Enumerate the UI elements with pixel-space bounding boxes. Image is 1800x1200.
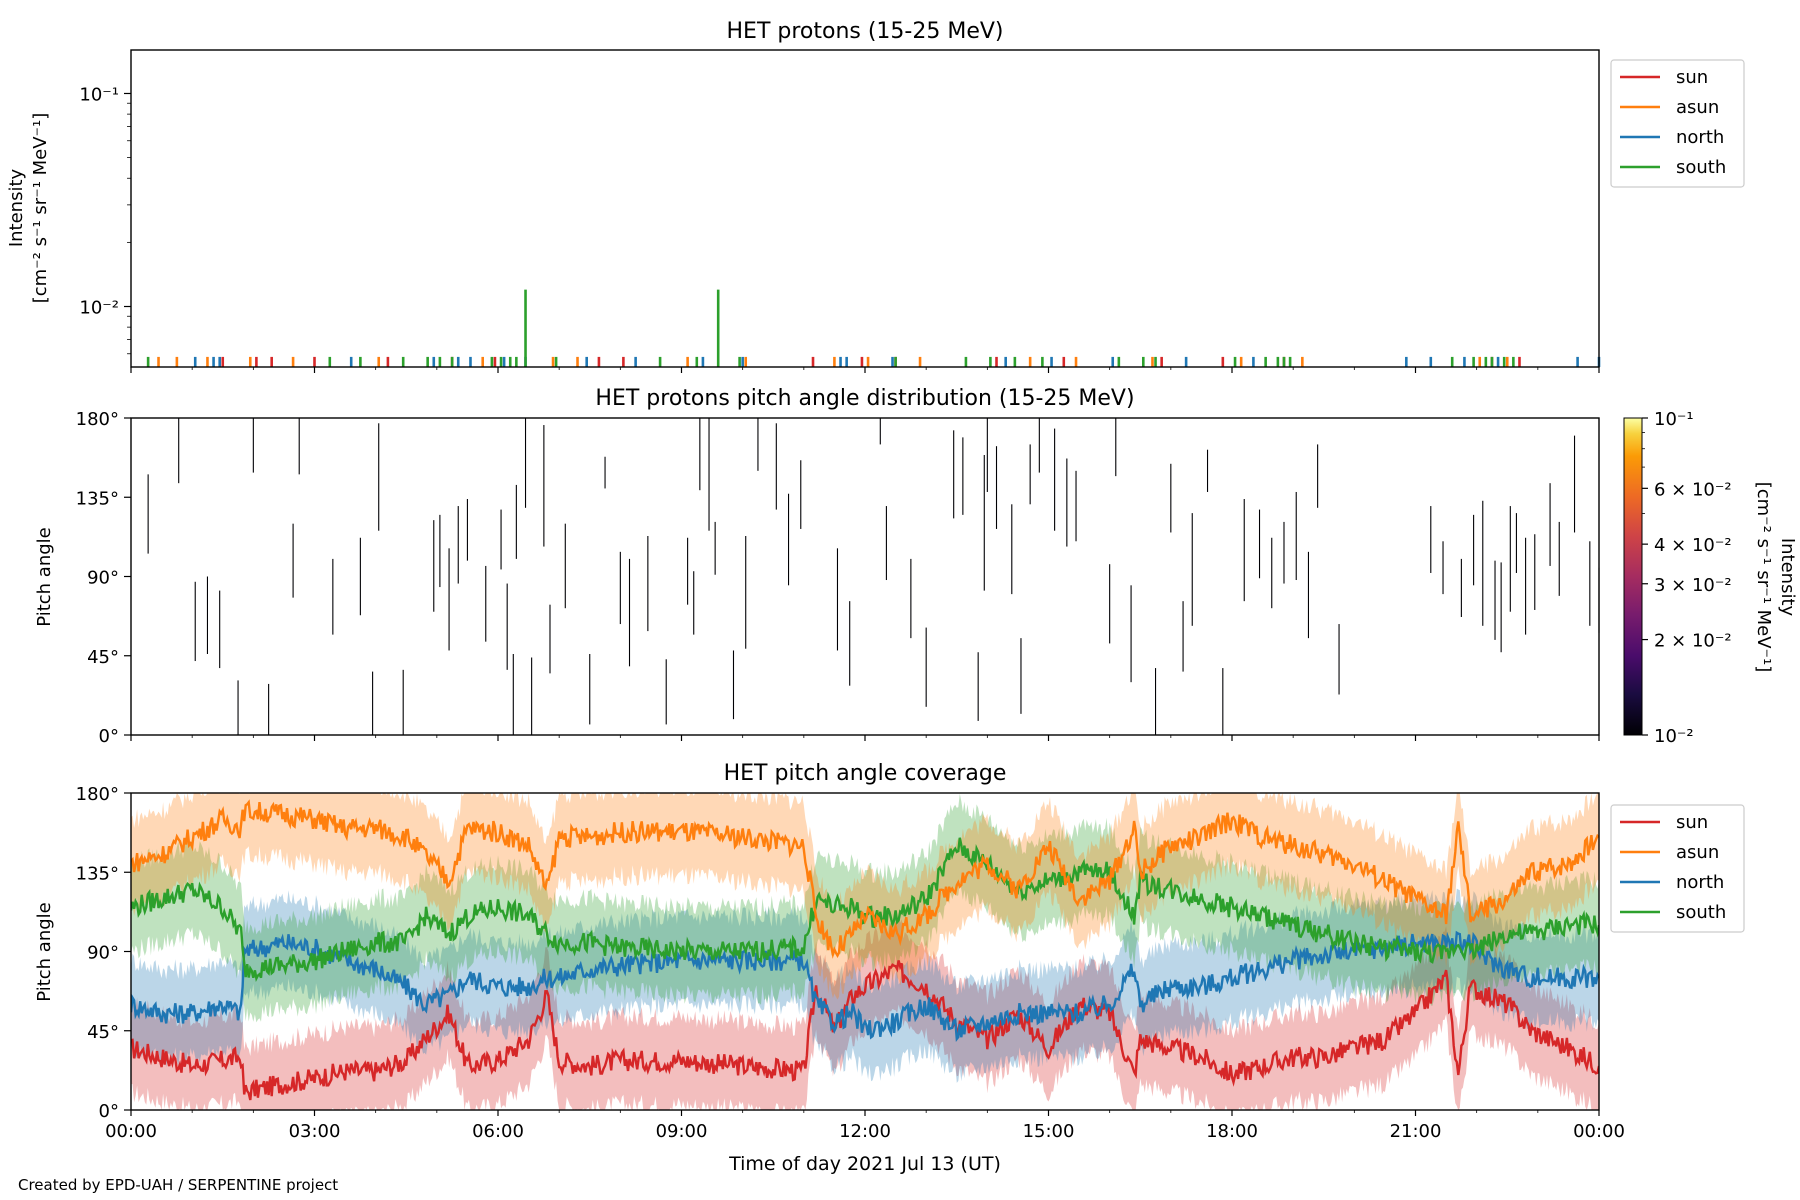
sun-line	[131, 960, 1599, 1101]
panel-2-ylabel: Pitch angle	[34, 527, 55, 626]
legend-label-sun: sun	[1676, 812, 1708, 833]
colorbar-ticks: 10⁻¹ 6 × 10⁻² 4 × 10⁻² 3 × 10⁻² 2 × 10⁻² 10⁻²	[1642, 409, 1732, 747]
y-tick-label: 180°	[76, 784, 119, 805]
y-tick-label: 10⁻¹	[79, 84, 119, 105]
x-tick-label: 15:00	[1023, 1121, 1075, 1142]
legend-label-south: south	[1676, 157, 1726, 178]
x-tick-label: 00:00	[105, 1121, 157, 1142]
asun-line	[131, 799, 1599, 959]
y-tick-label: 135°	[76, 863, 119, 884]
panel-3-legend: sun asun north south	[1610, 804, 1745, 933]
panel-3-coverage: HET pitch angle coverage 0° 45° 90° 135° 180…	[34, 761, 1745, 1175]
legend-label-north: north	[1676, 872, 1724, 893]
asun-band	[131, 793, 1599, 1000]
legend-frame	[1610, 804, 1745, 933]
panel-1-ylabel-line1: Intensity	[6, 168, 27, 247]
y-tick-label: 135°	[76, 488, 119, 509]
legend-label-north: north	[1676, 127, 1724, 148]
y-tick-label: 45°	[87, 1022, 119, 1043]
y-tick-label: 90°	[87, 568, 119, 589]
colorbar-tick-label: 6 × 10⁻²	[1654, 479, 1732, 500]
legend-frame	[1610, 59, 1745, 188]
panel-1-xticks	[130, 367, 1600, 373]
colorbar-tick-label: 2 × 10⁻²	[1654, 631, 1732, 652]
panel-3-lines	[131, 799, 1599, 1101]
south-line	[131, 837, 1599, 982]
x-tick-label: 03:00	[289, 1121, 341, 1142]
y-tick-label: 0°	[99, 726, 119, 747]
y-tick-label: 180°	[76, 409, 119, 430]
legend-label-asun: asun	[1676, 842, 1719, 863]
colorbar-tick-label: 10⁻¹	[1654, 409, 1694, 430]
legend-label-asun: asun	[1676, 97, 1719, 118]
panel-3-yticks: 0° 45° 90° 135° 180°	[76, 784, 131, 1122]
colorbar-tick-label: 3 × 10⁻²	[1654, 575, 1732, 596]
panel-1-spikes	[146, 289, 1601, 367]
panel-3-ylabel: Pitch angle	[34, 902, 55, 1001]
panel-1-yticks: 10⁻¹ 10⁻²	[79, 84, 131, 355]
panel-1-ylabel-line2: [cm⁻² s⁻¹ sr⁻¹ MeV⁻¹]	[30, 113, 51, 304]
legend-label-sun: sun	[1676, 67, 1708, 88]
legend-label-south: south	[1676, 902, 1726, 923]
panel-2-title: HET protons pitch angle distribution (15…	[595, 386, 1134, 411]
legend-items: sun asun north south	[1620, 67, 1726, 178]
colorbar-label-line1: Intensity	[1777, 538, 1798, 617]
panel-3-title: HET pitch angle coverage	[724, 761, 1007, 786]
panel-2-segments	[147, 418, 1600, 735]
x-tick-label: 00:00	[1573, 1121, 1625, 1142]
panel-1-title: HET protons (15-25 MeV)	[727, 19, 1004, 44]
x-tick-label: 06:00	[472, 1121, 524, 1142]
x-tick-label: 12:00	[839, 1121, 891, 1142]
panel-2-pitch-distribution: HET protons pitch angle distribution (15…	[34, 386, 1798, 747]
y-tick-label: 0°	[99, 1101, 119, 1122]
x-tick-label: 18:00	[1206, 1121, 1258, 1142]
y-tick-label: 45°	[87, 647, 119, 668]
y-tick-label: 10⁻²	[79, 298, 119, 319]
legend-items: sun asun north south	[1620, 812, 1726, 923]
colorbar-tick-label: 4 × 10⁻²	[1654, 535, 1732, 556]
credit-text: Created by EPD-UAH / SERPENTINE project	[18, 1176, 339, 1194]
panel-1-frame	[130, 49, 1600, 368]
panel-2-xticks	[130, 735, 1600, 741]
panel-2-frame	[130, 417, 1600, 736]
y-tick-label: 90°	[87, 943, 119, 964]
colorbar-tick-label: 10⁻²	[1654, 726, 1694, 747]
panel-2-yticks: 0° 45° 90° 135° 180°	[76, 409, 131, 747]
x-tick-label: 09:00	[656, 1121, 708, 1142]
x-tick-label: 21:00	[1390, 1121, 1442, 1142]
south-band	[131, 793, 1599, 1023]
panel-3-xticks: 00:00 03:00 06:00 09:00 12:00 15:00 18:00 21:00…	[105, 1110, 1625, 1142]
panel-1-legend: sun asun north south	[1610, 59, 1745, 188]
x-axis-label: Time of day 2021 Jul 13 (UT)	[728, 1153, 1001, 1175]
colorbar-gradient	[1623, 417, 1643, 736]
colorbar: 10⁻¹ 6 × 10⁻² 4 × 10⁻² 3 × 10⁻² 2 × 10⁻² 10⁻²…	[1623, 409, 1798, 747]
panel-1-intensity: HET protons (15-25 MeV) 10⁻¹ 10⁻² Intensi…	[6, 19, 1745, 373]
colorbar-label-line2: [cm⁻² s⁻¹ sr⁻¹ MeV⁻¹]	[1753, 482, 1774, 673]
